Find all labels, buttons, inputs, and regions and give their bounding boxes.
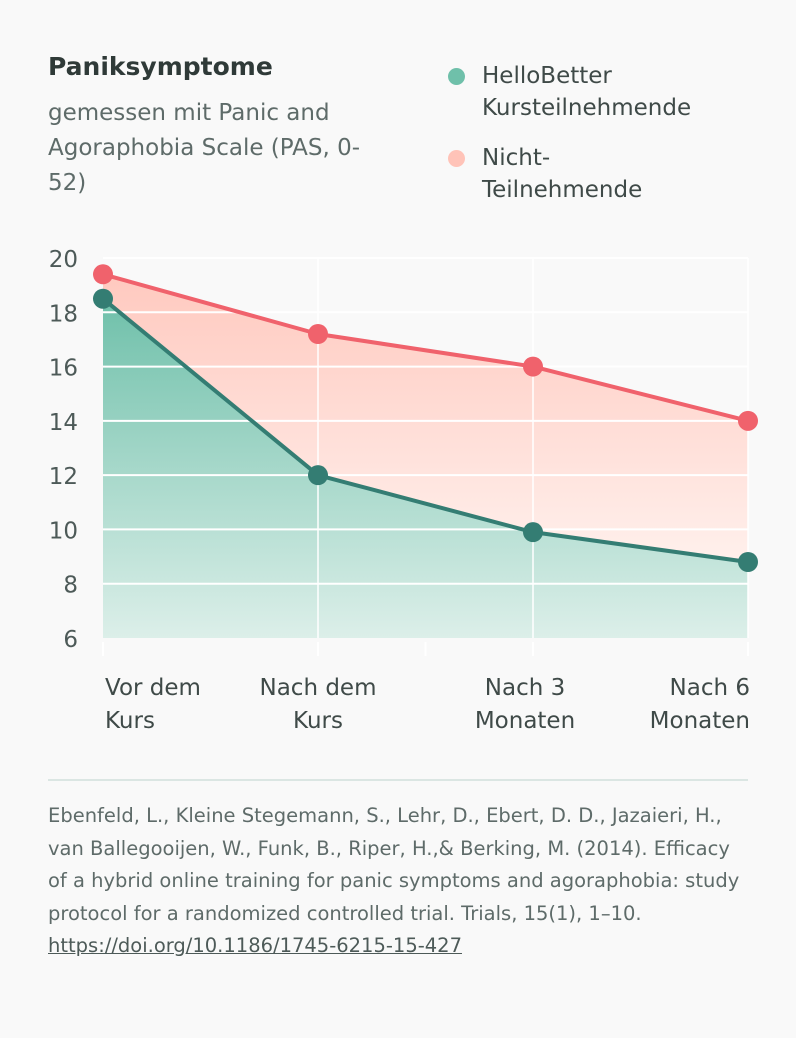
point-control xyxy=(308,324,328,344)
legend-item-control: Nicht- Teilnehmende xyxy=(448,142,768,206)
x-tick-label: Monaten xyxy=(650,708,750,734)
chart-title: Paniksymptome xyxy=(48,52,273,81)
chart-subtitle: gemessen mit Panic and Agoraphobia Scale… xyxy=(48,100,361,196)
legend-item-hellobetter: HelloBetter Kursteilnehmende xyxy=(448,60,768,124)
doi-link[interactable]: https://doi.org/10.1186/1745-6215-15-427 xyxy=(48,934,462,957)
y-tick-label: 12 xyxy=(49,464,78,490)
y-tick-label: 20 xyxy=(49,247,78,273)
point-hellobetter xyxy=(308,465,328,486)
area-control xyxy=(103,274,748,562)
y-tick-label: 10 xyxy=(49,518,78,544)
legend-label: HelloBetter xyxy=(482,63,612,89)
x-tick-label: Kurs xyxy=(293,708,343,734)
line-hellobetter xyxy=(101,297,749,564)
point-control xyxy=(738,410,758,431)
point-hellobetter xyxy=(523,522,543,543)
y-tick-label: 8 xyxy=(63,573,78,599)
y-tick-label: 16 xyxy=(49,356,78,382)
x-tick-label: Nach 3 xyxy=(485,675,565,701)
divider xyxy=(48,779,748,781)
point-hellobetter xyxy=(738,552,758,572)
x-tick-label: Monaten xyxy=(475,708,575,734)
y-tick-label: 18 xyxy=(49,301,78,327)
point-control xyxy=(523,356,543,377)
x-tick-label: Kurs xyxy=(105,708,155,734)
line-control xyxy=(102,272,749,423)
x-tick-label: Nach 6 xyxy=(670,675,750,701)
x-tick-label: Vor dem xyxy=(105,675,201,701)
point-hellobetter xyxy=(93,288,113,309)
legend: HelloBetter Kursteilnehmende Nicht- Teil… xyxy=(448,60,768,224)
chart-plot: 6 8 10 12 14 16 18 20 Vor dem Kurs Nach dem Kurs Nac… xyxy=(49,247,758,734)
legend-label: Kursteilnehmende xyxy=(482,95,692,121)
legend-swatch xyxy=(448,150,465,167)
legend-label: Teilnehmende xyxy=(482,177,643,203)
reference: Ebenfeld, L., Kleine Stegemann, S., Lehr… xyxy=(48,800,748,963)
legend-label: Nicht- xyxy=(482,145,551,171)
area-hellobetter xyxy=(103,298,748,638)
point-control xyxy=(93,264,113,285)
y-tick-label: 6 xyxy=(63,627,78,653)
y-tick-label: 14 xyxy=(49,410,78,436)
legend-swatch xyxy=(448,68,465,85)
reference-text: Ebenfeld, L., Kleine Stegemann, S., Lehr… xyxy=(48,804,740,925)
x-tick-label: Nach dem xyxy=(260,675,377,701)
